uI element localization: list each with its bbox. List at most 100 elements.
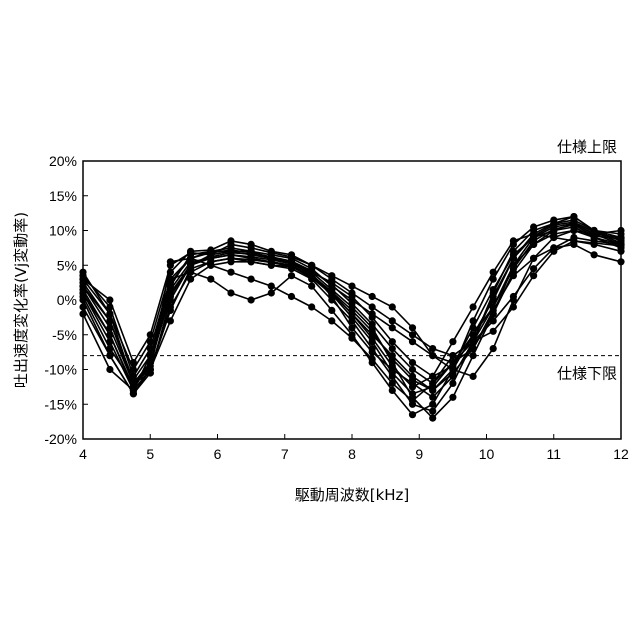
data-point xyxy=(389,303,396,310)
data-point xyxy=(617,241,624,248)
data-point xyxy=(389,345,396,352)
data-point xyxy=(550,234,557,241)
data-point xyxy=(147,359,154,366)
data-point xyxy=(591,251,598,258)
data-point xyxy=(268,255,275,262)
data-point xyxy=(429,373,436,380)
data-point xyxy=(550,226,557,233)
data-point xyxy=(147,331,154,338)
data-point xyxy=(389,362,396,369)
data-point xyxy=(470,317,477,324)
data-point xyxy=(389,324,396,331)
data-point xyxy=(510,255,517,262)
data-point xyxy=(328,281,335,288)
data-point xyxy=(248,296,255,303)
data-point xyxy=(79,276,86,283)
y-tick-label: -15% xyxy=(44,396,77,412)
data-point xyxy=(429,387,436,394)
reference-line-label: 仕様下限 xyxy=(557,365,617,383)
data-point xyxy=(369,303,376,310)
data-point xyxy=(106,366,113,373)
data-point xyxy=(130,359,137,366)
data-point xyxy=(248,251,255,258)
data-point xyxy=(409,324,416,331)
data-point xyxy=(348,300,355,307)
data-point xyxy=(470,345,477,352)
data-point xyxy=(369,314,376,321)
data-point xyxy=(550,244,557,251)
data-point xyxy=(591,237,598,244)
data-point xyxy=(167,293,174,300)
data-point xyxy=(328,288,335,295)
data-point xyxy=(490,317,497,324)
data-point xyxy=(409,376,416,383)
data-point xyxy=(510,303,517,310)
data-point xyxy=(409,390,416,397)
data-point xyxy=(617,258,624,265)
x-tick-label: 8 xyxy=(348,446,356,462)
data-point xyxy=(510,272,517,279)
data-point xyxy=(268,283,275,290)
data-point xyxy=(106,296,113,303)
y-tick-label: -5% xyxy=(52,327,77,343)
data-point xyxy=(167,279,174,286)
data-point xyxy=(308,283,315,290)
data-point xyxy=(348,324,355,331)
data-point xyxy=(369,349,376,356)
data-point xyxy=(248,276,255,283)
y-tick-label: -10% xyxy=(44,362,77,378)
data-point xyxy=(288,259,295,266)
data-point xyxy=(348,283,355,290)
data-point xyxy=(490,345,497,352)
data-point xyxy=(348,335,355,342)
data-point xyxy=(429,394,436,401)
data-point xyxy=(570,234,577,241)
data-point xyxy=(268,289,275,296)
data-point xyxy=(409,397,416,404)
data-point xyxy=(429,408,436,415)
data-point xyxy=(617,227,624,234)
data-point xyxy=(369,321,376,328)
x-axis-label: 駆動周波数[kHz] xyxy=(295,486,410,504)
data-point xyxy=(369,356,376,363)
data-point xyxy=(429,415,436,422)
data-point xyxy=(167,307,174,314)
data-point xyxy=(510,237,517,244)
data-point xyxy=(570,221,577,228)
data-point xyxy=(510,293,517,300)
data-point xyxy=(490,328,497,335)
data-point xyxy=(227,289,234,296)
data-point xyxy=(409,383,416,390)
data-point xyxy=(530,265,537,272)
reference-line-label: 仕様上限 xyxy=(557,138,617,156)
data-point xyxy=(530,255,537,262)
data-point xyxy=(106,317,113,324)
data-point xyxy=(429,380,436,387)
data-point xyxy=(510,265,517,272)
x-tick-label: 10 xyxy=(479,446,495,462)
data-point xyxy=(490,269,497,276)
data-point xyxy=(288,293,295,300)
data-point xyxy=(530,223,537,230)
data-point xyxy=(227,269,234,276)
data-point xyxy=(389,387,396,394)
y-axis-label: 吐出速度変化率(Vj変動率) xyxy=(12,212,30,388)
y-tick-label: -20% xyxy=(44,431,77,447)
data-point xyxy=(207,253,214,260)
data-point xyxy=(389,369,396,376)
x-tick-label: 7 xyxy=(281,446,289,462)
data-point xyxy=(409,411,416,418)
data-point xyxy=(470,373,477,380)
data-point xyxy=(449,338,456,345)
data-point xyxy=(389,338,396,345)
data-point xyxy=(308,271,315,278)
data-point xyxy=(429,352,436,359)
x-tick-label: 12 xyxy=(613,446,629,462)
x-tick-label: 5 xyxy=(146,446,154,462)
x-tick-label: 9 xyxy=(415,446,423,462)
data-point xyxy=(490,293,497,300)
data-point xyxy=(530,230,537,237)
data-point xyxy=(79,283,86,290)
data-point xyxy=(187,260,194,267)
